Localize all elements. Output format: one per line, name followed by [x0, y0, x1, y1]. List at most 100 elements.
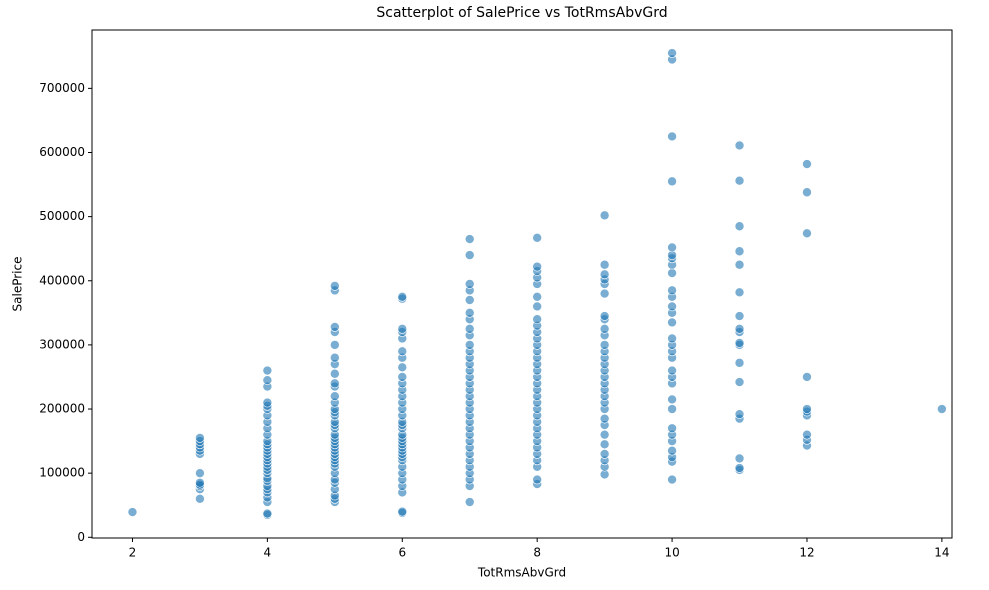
- point: [262, 365, 273, 376]
- y-tick-label: 300000: [39, 337, 85, 351]
- y-tick-label: 400000: [39, 273, 85, 287]
- point: [262, 508, 273, 519]
- point: [330, 281, 340, 291]
- point: [802, 404, 812, 414]
- point: [667, 176, 677, 187]
- point: [262, 375, 273, 385]
- y-axis-label: SalePrice: [11, 257, 25, 312]
- point: [464, 279, 475, 289]
- point: [667, 285, 677, 296]
- point: [195, 468, 205, 478]
- point: [464, 324, 475, 334]
- point: [734, 377, 745, 387]
- point: [667, 404, 677, 414]
- point: [599, 288, 610, 299]
- point: [330, 340, 340, 350]
- point: [667, 317, 677, 328]
- point: [734, 175, 745, 186]
- y-tick-label: 600000: [39, 145, 85, 159]
- point: [397, 346, 408, 357]
- x-tick-label: 10: [664, 546, 679, 560]
- chart-title: Scatterplot of SalePrice vs TotRmsAbvGrd: [376, 5, 667, 21]
- y-tick-label: 500000: [39, 209, 85, 223]
- y-tick-label: 0: [77, 530, 85, 544]
- point: [532, 291, 542, 302]
- point: [734, 246, 745, 257]
- point: [532, 232, 542, 243]
- point: [330, 378, 340, 389]
- point: [532, 474, 542, 485]
- point: [734, 311, 745, 321]
- point: [195, 494, 205, 504]
- point: [195, 477, 205, 488]
- point: [667, 333, 677, 344]
- point: [734, 140, 745, 151]
- point: [262, 397, 273, 408]
- point: [667, 242, 677, 253]
- plot-frame: [91, 29, 953, 539]
- x-tick-label: 12: [799, 546, 814, 560]
- point: [667, 131, 677, 142]
- point: [397, 372, 408, 382]
- point: [734, 221, 745, 232]
- point: [599, 311, 610, 321]
- x-tick-label: 2: [129, 546, 137, 560]
- point: [734, 338, 745, 348]
- y-tick-label: 200000: [39, 402, 85, 416]
- point: [802, 187, 812, 198]
- point: [532, 261, 542, 272]
- point: [667, 394, 677, 405]
- point: [464, 234, 475, 244]
- point: [397, 324, 408, 334]
- point: [599, 449, 610, 459]
- point: [330, 322, 340, 332]
- point: [734, 358, 745, 368]
- point: [802, 429, 812, 440]
- point: [599, 413, 610, 424]
- point: [667, 445, 677, 456]
- point: [397, 506, 408, 517]
- point: [599, 340, 610, 350]
- point: [599, 269, 610, 280]
- point: [464, 497, 475, 507]
- point: [802, 372, 812, 382]
- point: [330, 391, 340, 402]
- point: [599, 439, 610, 450]
- point: [599, 324, 610, 334]
- x-tick-label: 4: [264, 546, 272, 560]
- point: [734, 453, 745, 464]
- point: [802, 228, 812, 239]
- point: [734, 324, 745, 334]
- point: [330, 368, 340, 379]
- point: [734, 463, 745, 473]
- point: [330, 352, 340, 363]
- point: [195, 433, 205, 443]
- point: [667, 423, 677, 434]
- point: [532, 314, 542, 325]
- point: [937, 404, 947, 414]
- point: [599, 429, 610, 440]
- point: [667, 365, 677, 376]
- point: [599, 259, 610, 270]
- point: [667, 301, 677, 312]
- y-tick-label: 100000: [39, 466, 85, 480]
- point: [464, 308, 475, 318]
- point: [397, 291, 408, 302]
- point: [397, 362, 408, 373]
- y-tick-label: 700000: [39, 81, 85, 95]
- point: [464, 250, 475, 260]
- point: [127, 507, 138, 517]
- x-tick-label: 6: [398, 546, 406, 560]
- point: [734, 287, 745, 298]
- point: [734, 409, 745, 419]
- point: [667, 268, 677, 278]
- x-tick-label: 14: [934, 546, 949, 560]
- point: [734, 259, 745, 270]
- point: [667, 474, 677, 485]
- point: [599, 210, 610, 221]
- point: [532, 301, 542, 312]
- plot-area: [127, 48, 947, 520]
- point: [464, 340, 475, 350]
- point: [667, 48, 677, 58]
